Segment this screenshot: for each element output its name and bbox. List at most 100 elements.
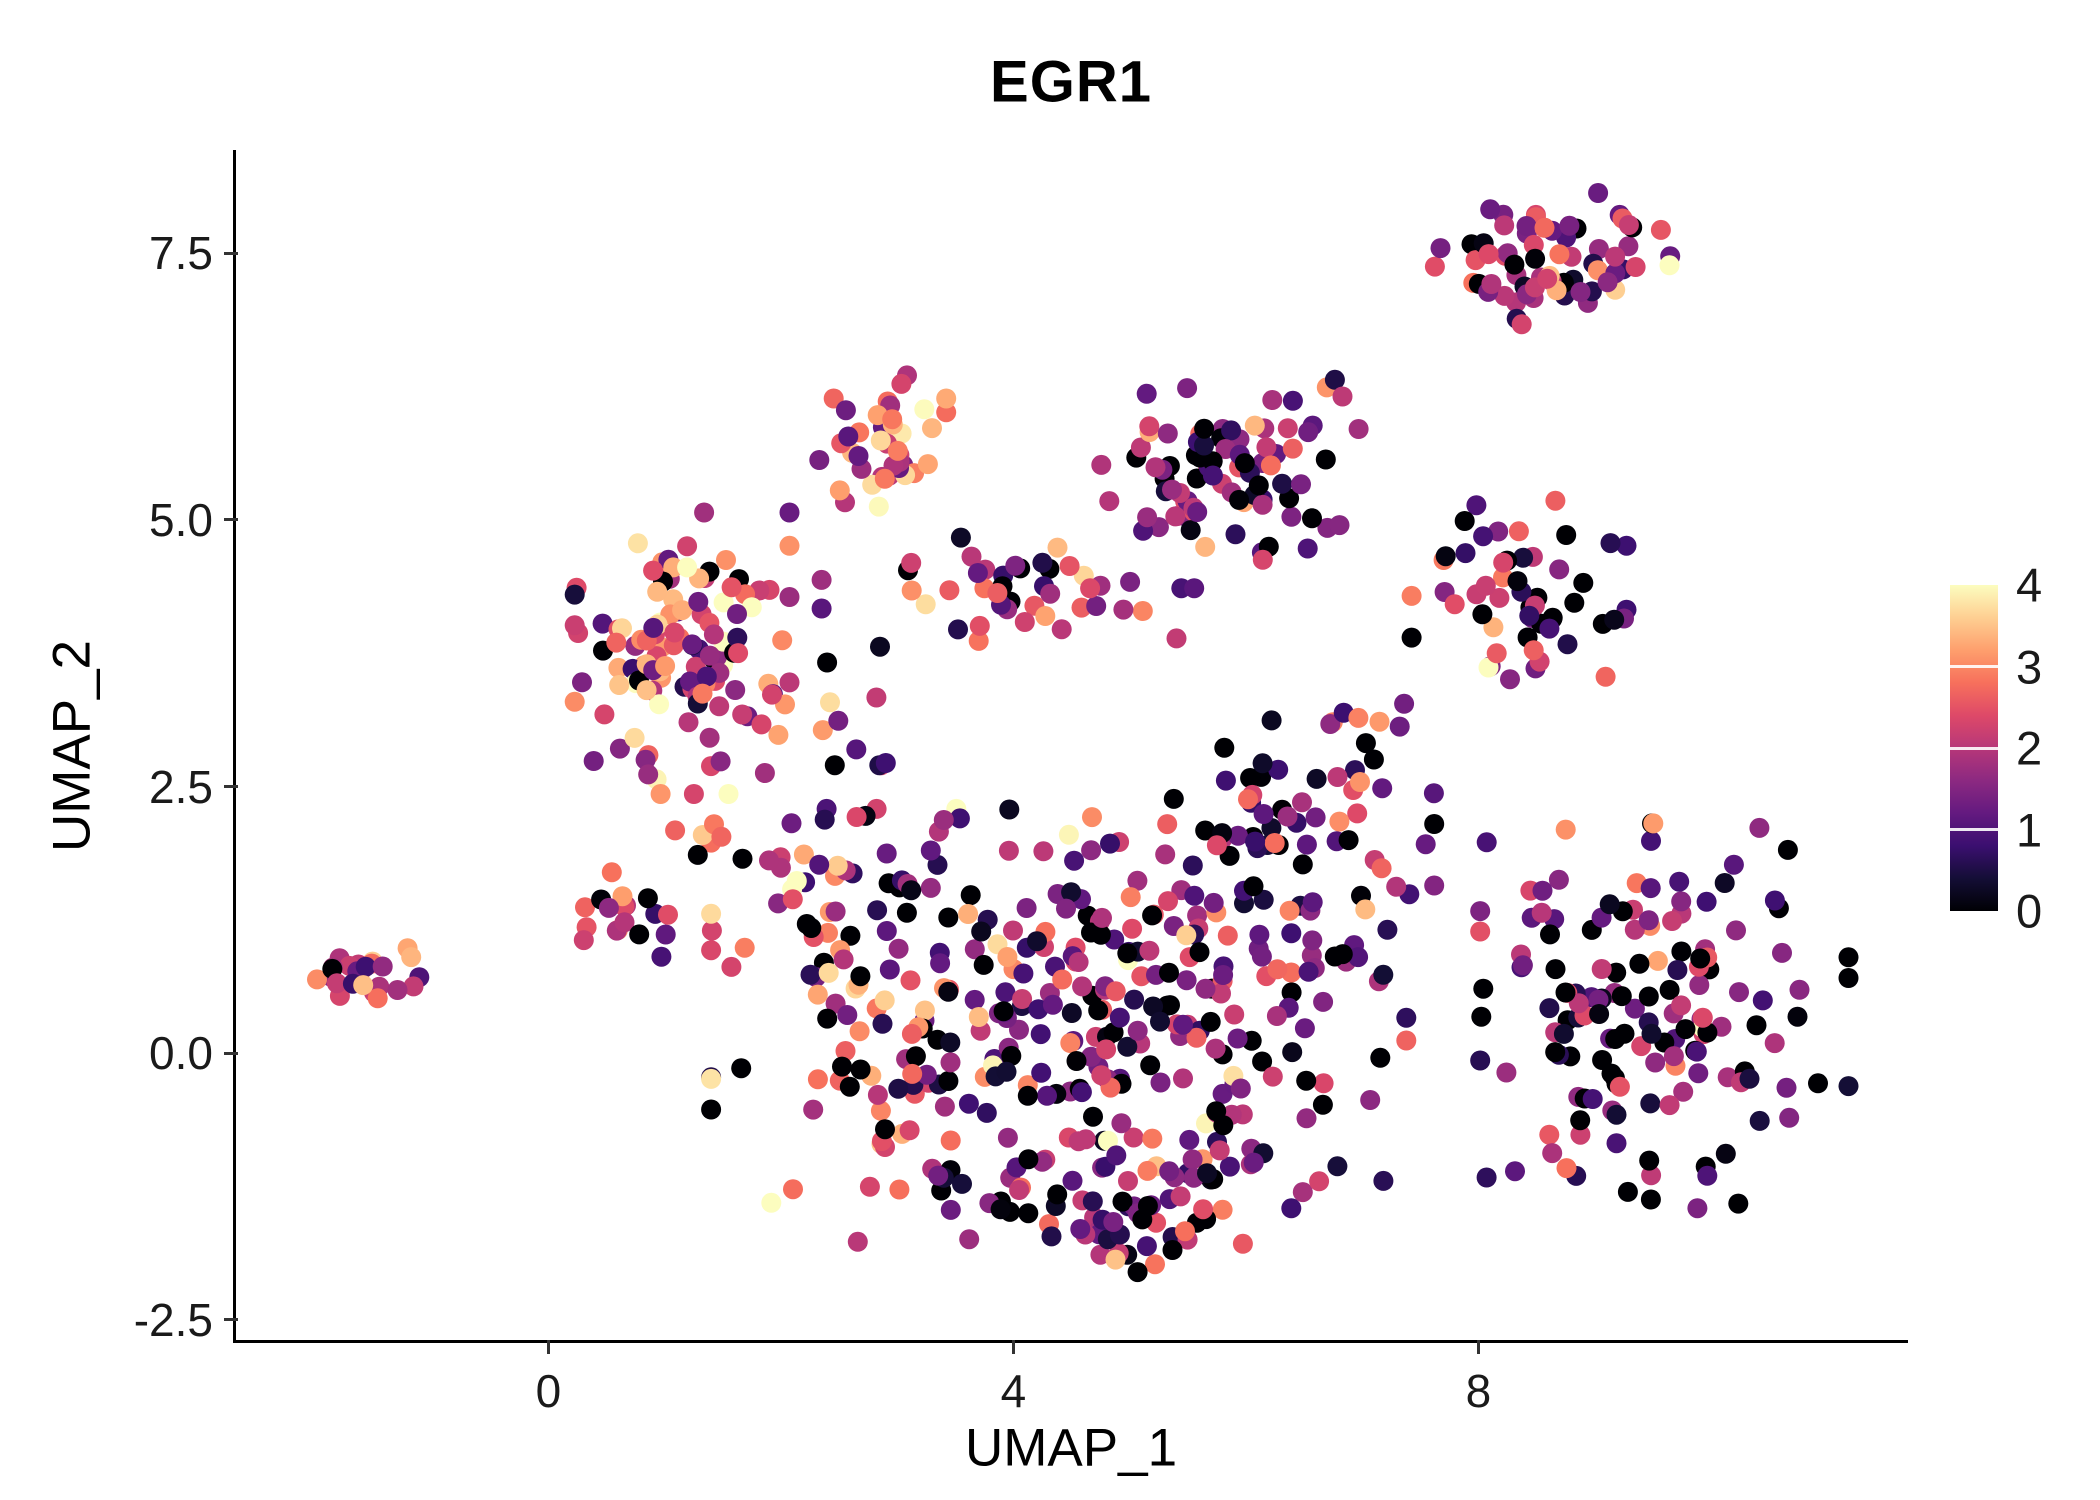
scatter-point — [658, 904, 678, 925]
scatter-point — [891, 373, 912, 394]
scatter-point — [1262, 1066, 1283, 1087]
scatter-point — [1749, 1110, 1770, 1131]
scatter-point — [1726, 920, 1746, 941]
scatter-point — [1165, 506, 1186, 527]
scatter-point — [920, 840, 941, 861]
scatter-point — [627, 533, 648, 554]
scatter-point — [1219, 1156, 1240, 1177]
scatter-point — [1252, 753, 1273, 774]
scatter-point — [1081, 922, 1101, 943]
scatter-point — [1291, 474, 1311, 495]
scatter-point — [1142, 1128, 1163, 1149]
scatter-point — [734, 937, 755, 958]
scatter-point — [958, 1093, 979, 1114]
scatter-point — [1302, 892, 1323, 913]
scatter-point — [1401, 585, 1422, 606]
scatter-point — [1072, 976, 1093, 997]
scatter-point — [664, 622, 685, 643]
scatter-point — [701, 940, 722, 961]
scatter-point — [1373, 1170, 1394, 1191]
scatter-point — [1252, 549, 1273, 570]
scatter-point — [1175, 1221, 1195, 1242]
scatter-point — [728, 643, 749, 664]
scatter-point — [1261, 710, 1282, 731]
scatter-point — [987, 583, 1008, 603]
scatter-point — [762, 684, 782, 705]
scatter-point — [751, 714, 772, 735]
scatter-point — [948, 619, 968, 640]
scatter-point — [779, 672, 800, 693]
scatter-point — [850, 966, 871, 987]
scatter-point — [609, 675, 630, 695]
scatter-point — [725, 680, 746, 700]
scatter-point — [1206, 1101, 1227, 1122]
scatter-point — [1478, 244, 1499, 265]
scatter-point — [1150, 1011, 1170, 1032]
scatter-point — [1109, 1007, 1130, 1028]
scatter-point — [1643, 813, 1664, 834]
colorbar-tick-mark — [1950, 665, 1998, 668]
scatter-point — [1555, 982, 1576, 1003]
scatter-point — [835, 400, 856, 421]
scatter-point — [1435, 546, 1456, 567]
scatter-point — [1539, 618, 1560, 639]
scatter-point — [1640, 1093, 1661, 1114]
scatter-point — [701, 1068, 722, 1089]
scatter-point — [1117, 1036, 1138, 1057]
scatter-point — [727, 627, 748, 648]
y-tick-mark — [224, 518, 238, 522]
scatter-point — [759, 850, 779, 871]
scatter-point — [1599, 894, 1620, 915]
scatter-point — [1673, 1081, 1694, 1102]
scatter-point — [1281, 506, 1302, 527]
scatter-point — [1424, 814, 1445, 834]
scatter-point — [1136, 383, 1157, 404]
scatter-point — [889, 1179, 910, 1200]
scatter-point — [1555, 819, 1576, 840]
scatter-point — [754, 763, 775, 783]
scatter-point — [1617, 1181, 1638, 1202]
scatter-point — [1777, 839, 1798, 860]
scatter-point — [655, 656, 676, 676]
scatter-point — [1373, 964, 1394, 985]
scatter-point — [1182, 855, 1203, 876]
scatter-point — [1470, 901, 1491, 922]
scatter-point — [1787, 1006, 1808, 1027]
scatter-point — [1071, 1082, 1092, 1103]
scatter-point — [1139, 416, 1160, 437]
scatter-point — [1243, 1152, 1264, 1173]
scatter-point — [1224, 1004, 1245, 1025]
scatter-point — [1472, 604, 1493, 625]
scatter-point — [1221, 420, 1242, 441]
scatter-point — [793, 844, 814, 865]
scatter-point — [1641, 1165, 1662, 1186]
scatter-point — [1525, 248, 1546, 269]
scatter-point — [655, 924, 676, 945]
scatter-point — [1549, 559, 1570, 580]
scatter-point — [1150, 1072, 1171, 1093]
scatter-point — [833, 949, 854, 970]
colorbar-tick-mark — [1950, 746, 1998, 750]
scatter-point — [1348, 947, 1369, 968]
scatter-point — [572, 672, 592, 693]
scatter-point — [1111, 1113, 1132, 1134]
scatter-point — [1313, 1073, 1334, 1094]
scatter-point — [1177, 378, 1198, 399]
scatter-point — [1124, 989, 1145, 1010]
scatter-point — [901, 552, 922, 573]
y-tick-label: 0.0 — [149, 1027, 213, 1080]
scatter-point — [1281, 1198, 1302, 1219]
scatter-point — [1591, 959, 1612, 979]
scatter-point — [817, 1008, 838, 1029]
scatter-point — [1302, 930, 1323, 951]
scatter-point — [606, 632, 627, 653]
scatter-point — [1505, 1161, 1525, 1182]
scatter-point — [1173, 1068, 1193, 1089]
scatter-point — [692, 683, 713, 704]
scatter-point — [1650, 219, 1671, 240]
scatter-point — [781, 813, 802, 834]
scatter-point — [1200, 1011, 1221, 1032]
scatter-point — [838, 426, 859, 447]
scatter-point — [1132, 601, 1153, 621]
scatter-point — [649, 694, 670, 715]
